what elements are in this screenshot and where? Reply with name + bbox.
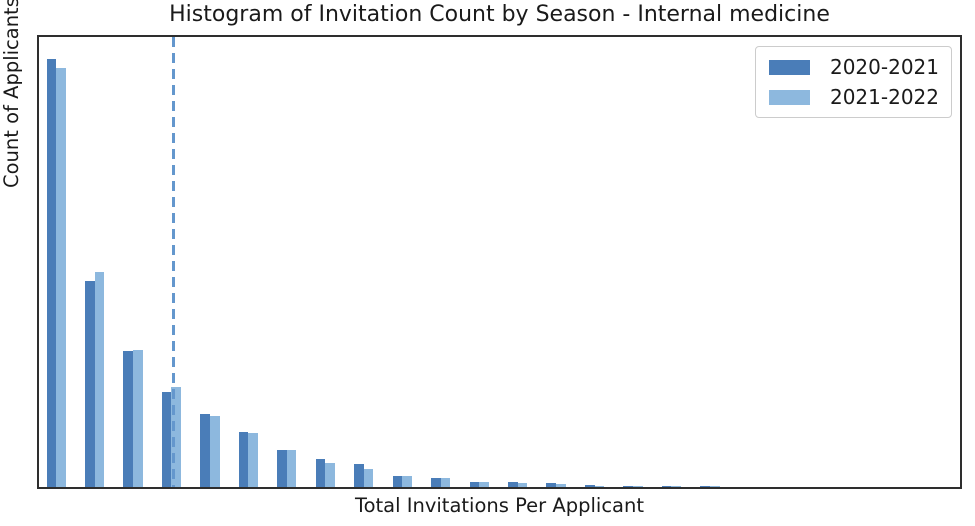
bar-2020-2021-bin2	[84, 281, 95, 487]
legend-entry-2020-2021: 2020-2021	[769, 55, 939, 79]
plot-area: 2020-2021 2021-2022	[37, 35, 962, 489]
mean-vline-dashed	[171, 37, 175, 487]
legend-label-2020-2021: 2020-2021	[829, 55, 939, 79]
bar-2021-2022-bin18	[709, 486, 720, 487]
x-axis-label: Total Invitations Per Applicant	[355, 494, 644, 517]
bar-2020-2021-bin13	[508, 482, 518, 487]
bar-2020-2021-bin17	[661, 486, 672, 487]
legend: 2020-2021 2021-2022	[755, 46, 952, 118]
bar-2021-2022-bin12	[479, 482, 489, 487]
bar-2020-2021-bin5	[200, 414, 210, 487]
bar-2020-2021-bin15	[584, 485, 595, 487]
bar-2021-2022-bin15	[594, 486, 605, 487]
bar-2020-2021-bin7	[277, 450, 287, 487]
bar-2020-2021-bin12	[469, 482, 480, 487]
bar-2021-2022-bin13	[517, 483, 528, 487]
bar-2021-2022-bin8	[325, 463, 335, 487]
bar-2021-2022-bin5	[209, 416, 220, 487]
bar-2021-2022-bin1	[56, 68, 66, 487]
bar-2021-2022-bin10	[402, 476, 412, 487]
bar-2020-2021-bin9	[354, 464, 364, 487]
legend-swatch-2021-2022	[769, 89, 810, 105]
bar-2021-2022-bin2	[94, 272, 105, 487]
bar-2021-2022-bin7	[286, 450, 297, 487]
legend-label-2021-2022: 2021-2022	[829, 85, 939, 109]
bar-2020-2021-bin14	[546, 483, 557, 487]
bar-2021-2022-bin11	[440, 478, 451, 487]
chart-title: Histogram of Invitation Count by Season …	[169, 2, 830, 27]
bar-2021-2022-bin6	[248, 433, 258, 487]
bar-2020-2021-bin4	[161, 392, 172, 487]
bar-2021-2022-bin16	[633, 486, 643, 487]
bar-2020-2021-bin3	[123, 351, 133, 487]
bar-2021-2022-bin17	[671, 486, 682, 487]
bar-2021-2022-bin4	[171, 387, 182, 487]
bar-2020-2021-bin16	[623, 486, 633, 487]
bar-2020-2021-bin18	[700, 486, 710, 487]
bar-2020-2021-bin10	[392, 476, 403, 487]
bar-2021-2022-bin14	[556, 484, 566, 487]
bar-2020-2021-bin11	[431, 478, 441, 487]
legend-entry-2021-2022: 2021-2022	[769, 85, 939, 109]
bar-2020-2021-bin1	[46, 59, 57, 487]
bar-2020-2021-bin8	[315, 459, 326, 487]
bar-2020-2021-bin6	[238, 432, 249, 487]
bar-2021-2022-bin3	[133, 350, 143, 487]
legend-swatch-2020-2021	[769, 59, 810, 75]
bar-2021-2022-bin9	[363, 469, 374, 487]
